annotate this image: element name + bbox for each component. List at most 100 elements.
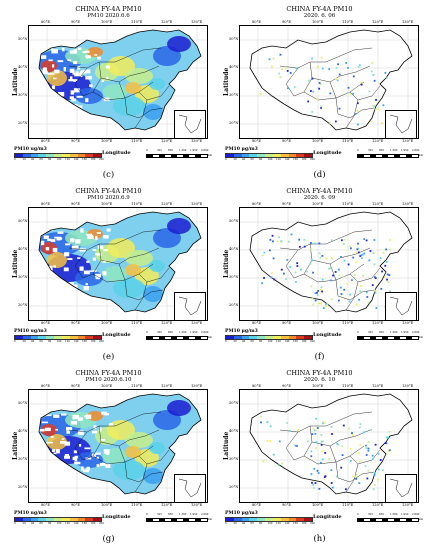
missing-data-patch — [57, 466, 61, 469]
station-marker — [389, 290, 391, 293]
missing-data-patch — [56, 236, 61, 241]
colorbar-swatch — [22, 154, 31, 157]
province-boundary — [138, 85, 170, 101]
station-marker — [321, 278, 324, 281]
province-boundary — [329, 263, 363, 301]
missing-data-patch — [85, 55, 91, 58]
station-marker — [370, 429, 372, 431]
lon-tick-bottom: 90°E — [282, 503, 291, 507]
missing-data-patch — [105, 463, 111, 468]
station-marker — [352, 256, 355, 259]
station-marker — [320, 56, 323, 59]
missing-data-patch — [70, 79, 78, 82]
lon-tick-bottom: 110°E — [131, 503, 143, 507]
colorbar-swatch — [272, 518, 281, 521]
station-marker — [358, 426, 361, 429]
station-marker — [346, 282, 349, 285]
station-marker — [263, 277, 265, 279]
missing-data-patch — [93, 425, 96, 429]
pm10-concentration-patch — [149, 260, 165, 272]
scale-label: 1,300 — [179, 331, 187, 334]
station-marker — [331, 433, 333, 435]
map-frame — [28, 207, 208, 321]
station-marker — [380, 287, 383, 290]
station-marker — [343, 238, 346, 241]
lon-tick-top: 100°E — [101, 384, 113, 388]
colorbar-swatch — [241, 518, 250, 521]
missing-data-patch — [63, 267, 69, 272]
station-marker — [270, 276, 273, 279]
lon-tick-bottom: 100°E — [312, 139, 324, 143]
colorbar-swatch — [61, 518, 70, 521]
station-marker — [341, 454, 344, 457]
scale-label: 2,600 — [412, 331, 420, 334]
station-marker — [272, 257, 275, 260]
colorbar-swatch — [257, 518, 266, 521]
colorbar-swatch — [30, 154, 39, 157]
colorbar-tick-label: 60 — [39, 340, 43, 343]
colorbar-tick-label: 180 — [90, 158, 96, 161]
station-marker — [320, 106, 322, 109]
station-marker — [364, 465, 367, 467]
pm10-concentration-patch — [135, 85, 159, 103]
missing-data-patch — [74, 72, 81, 77]
missing-data-patch — [53, 265, 56, 268]
scale-label: 325 — [368, 331, 373, 334]
station-marker — [375, 307, 378, 309]
missing-data-patch — [46, 441, 54, 444]
station-marker — [373, 276, 376, 279]
station-marker — [389, 248, 391, 251]
lat-tick-left: 20°N — [229, 303, 239, 307]
station-marker — [311, 481, 313, 484]
colorbar-tick-label: 120 — [65, 522, 70, 525]
station-marker — [318, 487, 321, 490]
y-axis-label: Latitude — [223, 431, 230, 460]
missing-data-patch — [43, 235, 49, 239]
station-marker — [374, 289, 377, 292]
station-marker — [385, 442, 388, 445]
station-marker — [271, 234, 274, 237]
missing-data-patch — [106, 451, 110, 455]
station-marker — [360, 257, 363, 260]
missing-data-patch — [48, 59, 53, 62]
lat-tick-left: 30°N — [229, 457, 239, 461]
station-marker — [320, 286, 323, 289]
lon-tick-bottom: 120°E — [372, 321, 384, 325]
station-marker — [290, 233, 293, 236]
missing-data-patch — [61, 438, 65, 440]
missing-data-patch — [72, 414, 80, 420]
missing-data-patch — [102, 259, 106, 263]
missing-data-patch — [79, 248, 86, 252]
lat-tick-left: 50°N — [18, 37, 28, 41]
station-marker — [330, 482, 333, 484]
colorbar-swatch — [296, 518, 305, 521]
colorbar-swatch — [38, 154, 47, 157]
province-boundary — [349, 267, 381, 283]
colorbar-tick-label: 20 — [233, 340, 237, 343]
station-marker — [382, 251, 385, 254]
colorbar-tick-label: 40 — [242, 522, 246, 525]
missing-data-patch — [51, 457, 55, 461]
station-marker — [359, 460, 361, 463]
station-marker — [312, 271, 314, 274]
station-marker — [338, 268, 340, 271]
station-marker — [350, 247, 352, 250]
colorbar-tick-label: 100 — [56, 158, 62, 161]
lon-tick-top: 100°E — [101, 202, 113, 206]
lon-tick-top: 90°E — [71, 202, 80, 206]
station-marker — [297, 429, 300, 431]
colorbar-tick-label: 80 — [259, 522, 263, 525]
inset-outline — [389, 478, 413, 498]
station-marker — [310, 90, 312, 92]
colorbar-swatch — [30, 336, 39, 339]
station-marker — [281, 68, 283, 71]
station-marker — [273, 278, 276, 281]
lat-tick-left: 40°N — [229, 65, 239, 69]
missing-data-patch — [41, 277, 49, 281]
station-marker — [330, 239, 333, 242]
station-marker — [298, 245, 301, 248]
station-marker — [336, 442, 339, 445]
missing-data-patch — [85, 98, 89, 103]
province-boundary — [98, 243, 160, 265]
station-marker — [375, 98, 377, 101]
